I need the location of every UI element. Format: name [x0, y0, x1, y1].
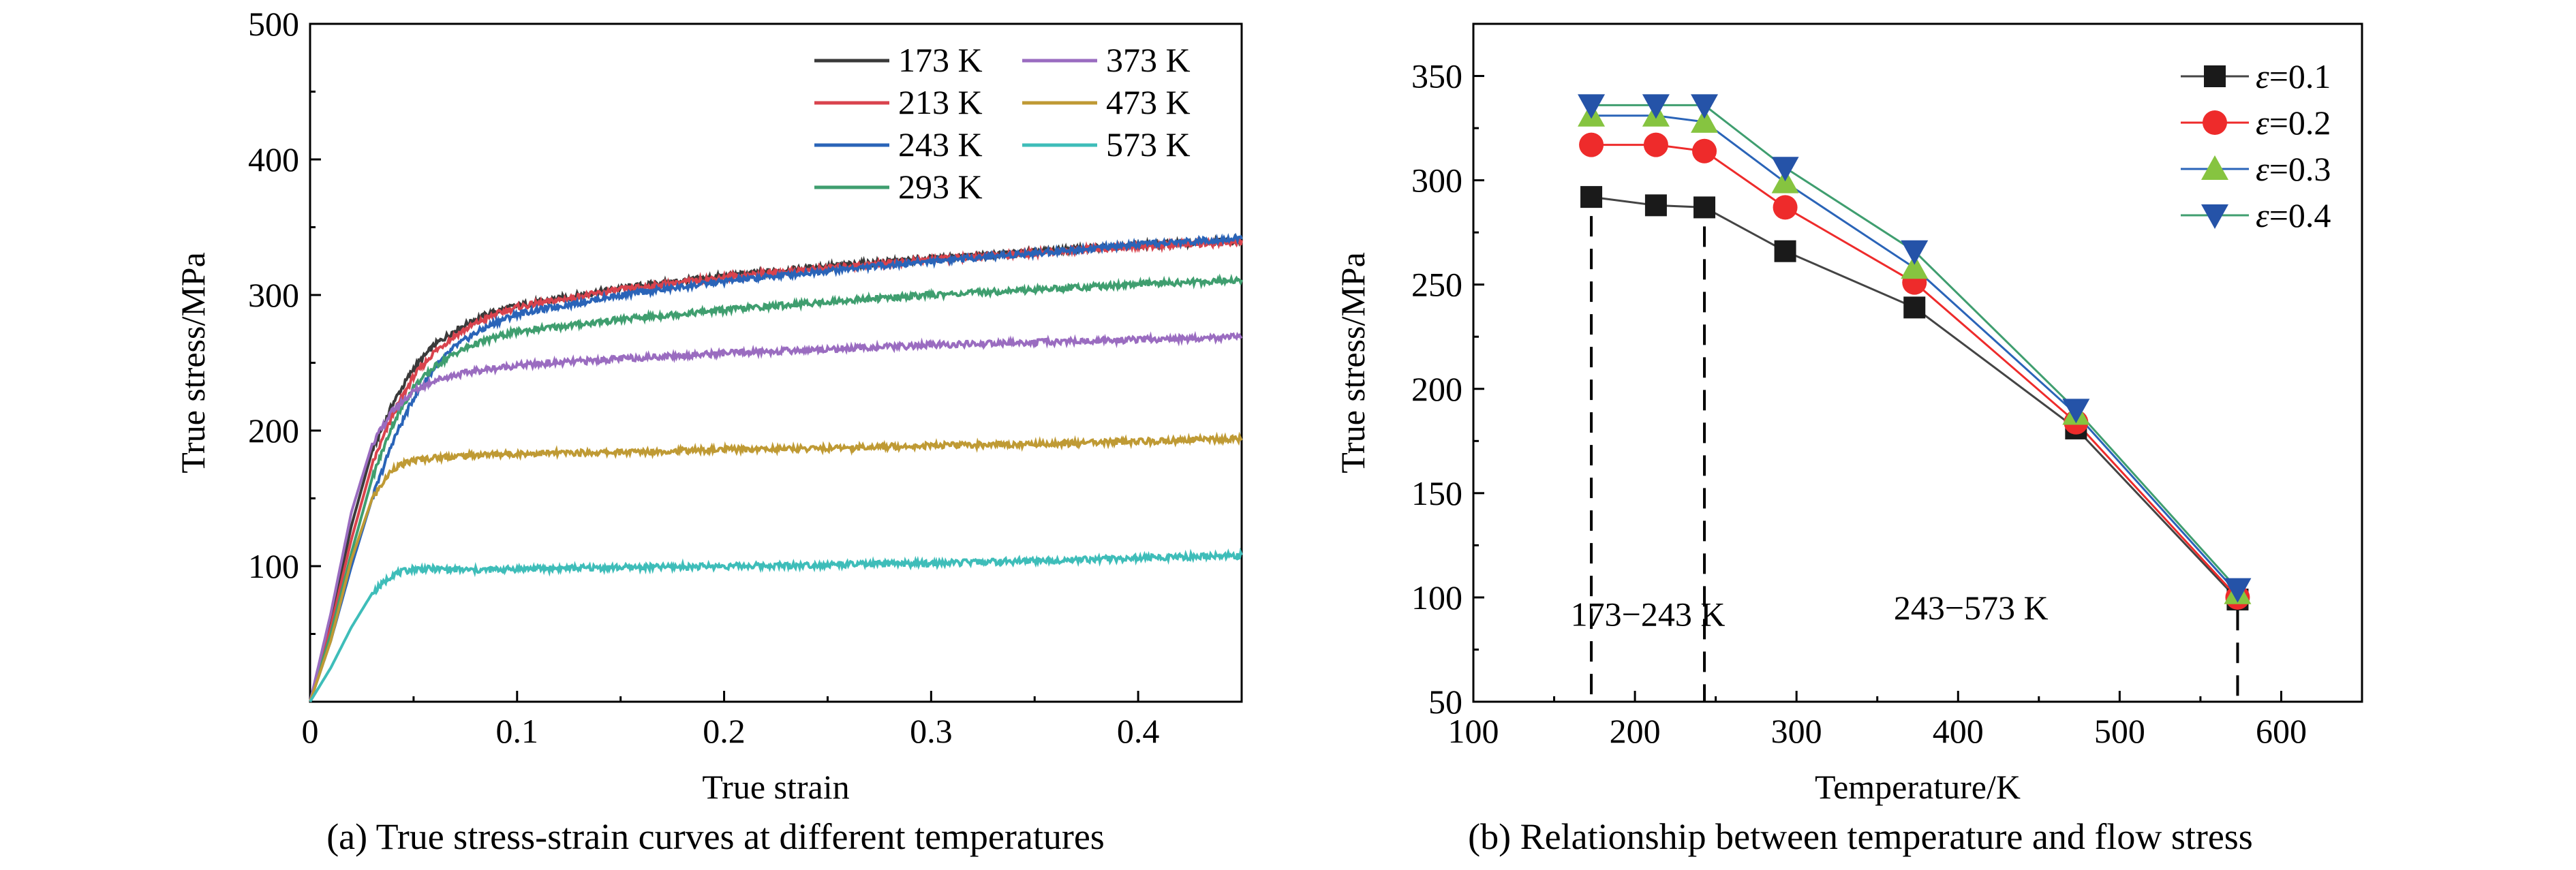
legend-label-b: ε=0.3 [2256, 150, 2331, 188]
data-point-b [1691, 108, 1719, 133]
data-point-b [1693, 196, 1716, 219]
series-line-b [1591, 104, 2239, 590]
series-line-b [1591, 114, 2239, 594]
chart-b: 100 200 300 400 500 60050100150200250300350Te… [1334, 22, 2363, 806]
y-tick-label-b: 200 [1411, 370, 1462, 408]
legend-label-a: 173 K [898, 41, 983, 79]
data-point-b [1901, 240, 1929, 265]
y-tick-label-b: 50 [1428, 683, 1462, 721]
data-point-b [2062, 399, 2090, 424]
caption-b: (b) Relationship between temperature and… [1468, 816, 2253, 857]
legend-label-a: 293 K [898, 168, 983, 206]
data-point-b [1903, 296, 1926, 319]
series-line-a [309, 431, 1243, 702]
data-point-b [1773, 195, 1798, 220]
y-tick-label-a: 400 [248, 140, 299, 178]
data-point-b [1692, 138, 1717, 164]
legend-label-a: 243 K [898, 125, 983, 164]
y-tick-label-b: 250 [1411, 266, 1462, 304]
data-point-b [1642, 94, 1670, 119]
y-tick-label-a: 100 [248, 547, 299, 585]
legend-marker-b [2201, 155, 2228, 180]
legend-value-b: =0.3 [2269, 150, 2331, 188]
legend-symbol-b: ε [2256, 57, 2269, 95]
legend-symbol-b: ε [2256, 196, 2269, 234]
series-line-b [1591, 144, 2239, 598]
y-axis-label-b: True stress/MPa [1334, 252, 1372, 473]
series-line-a [309, 330, 1243, 702]
legend-label-b: ε=0.2 [2256, 104, 2331, 142]
data-point-b [1644, 194, 1667, 217]
x-tick-label-b: 200 [1610, 712, 1661, 750]
y-tick-label-b: 300 [1411, 161, 1462, 200]
x-tick-label-b: 400 [1933, 712, 1984, 750]
x-tick-label-a: 0.1 [496, 712, 539, 750]
x-tick-label-b: 600 [2256, 712, 2307, 750]
data-point-b [1771, 157, 1799, 182]
legend-value-b: =0.1 [2269, 57, 2331, 95]
legend-marker-b [2203, 110, 2227, 135]
legend-value-b: =0.2 [2269, 104, 2331, 142]
legend-marker-b [2204, 65, 2226, 87]
annotation-b: 243−573 K [1894, 589, 2049, 627]
legend-value-b: =0.4 [2269, 196, 2331, 234]
data-point-b [1643, 132, 1668, 157]
series-line-a [309, 273, 1243, 702]
x-axis-label-a: True strain [702, 768, 849, 806]
legend-label-a: 473 K [1106, 83, 1191, 121]
x-tick-label-a: 0.4 [1117, 712, 1160, 750]
legend-label-a: 213 K [898, 83, 983, 121]
y-axis-label-a: True stress/MPa [174, 252, 212, 473]
data-point-b [1901, 254, 1929, 279]
legend-symbol-b: ε [2256, 104, 2269, 142]
x-tick-label-a: 0.3 [910, 712, 953, 750]
series-line-a [309, 232, 1243, 702]
data-point-b [1579, 132, 1604, 157]
y-tick-label-b: 350 [1411, 57, 1462, 95]
data-point-b [1578, 94, 1606, 119]
legend-label-b: ε=0.1 [2256, 57, 2331, 95]
caption-a: (a) True stress-strain curves at differe… [326, 816, 1105, 857]
series-line-a [309, 547, 1243, 703]
data-point-b [1691, 94, 1719, 119]
legend-label-a: 573 K [1106, 125, 1191, 164]
plot-frame-a [309, 22, 1243, 703]
data-point-b [1580, 186, 1603, 208]
x-axis-label-b: Temperature/K [1815, 768, 2021, 806]
legend-symbol-b: ε [2256, 150, 2269, 188]
y-tick-label-b: 150 [1411, 474, 1462, 512]
data-point-b [1774, 240, 1796, 262]
chart-a: 0 0.1 0.2 0.3 0.4 100 200 300 400 500 True strain T… [174, 5, 1243, 806]
data-point-b [2224, 578, 2252, 603]
x-tick-label-a: 0.2 [703, 712, 746, 750]
series-line-a [309, 235, 1243, 702]
x-tick-label-b: 300 [1771, 712, 1822, 750]
x-tick-label-a: 0 [302, 712, 319, 750]
legend-label-b: ε=0.4 [2256, 196, 2331, 234]
y-tick-label-a: 500 [248, 5, 299, 43]
y-tick-label-a: 200 [248, 411, 299, 450]
annotation-b: 173−243 K [1571, 595, 1726, 633]
x-tick-label-b: 100 [1448, 712, 1499, 750]
legend-marker-b [2201, 204, 2228, 229]
y-tick-label-a: 300 [248, 276, 299, 314]
y-tick-label-b: 100 [1411, 578, 1462, 617]
plot-frame-b [1472, 22, 2363, 703]
x-tick-label-b: 500 [2094, 712, 2145, 750]
legend-label-a: 373 K [1106, 41, 1191, 79]
